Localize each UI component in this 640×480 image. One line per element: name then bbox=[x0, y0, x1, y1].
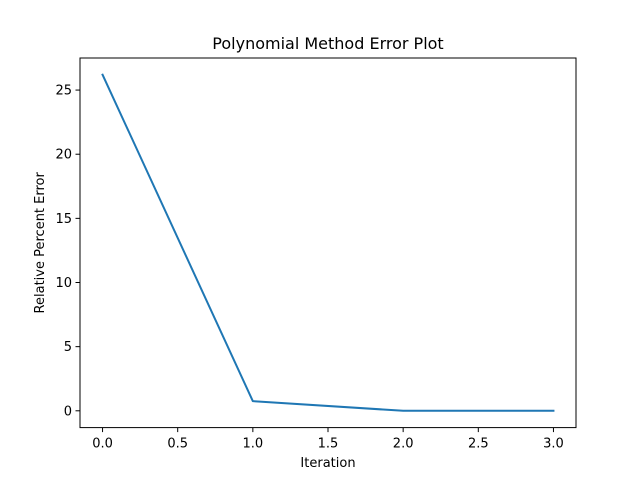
x-tick-label: 2.0 bbox=[393, 437, 414, 452]
y-tick-label: 25 bbox=[55, 84, 72, 99]
x-tick-label: 0.0 bbox=[92, 437, 113, 452]
y-tick-label: 0 bbox=[64, 404, 72, 419]
x-tick-label: 2.5 bbox=[468, 437, 489, 452]
y-tick-label: 5 bbox=[64, 340, 72, 355]
x-tick-label: 1.5 bbox=[318, 437, 339, 452]
chart-title: Polynomial Method Error Plot bbox=[212, 34, 443, 53]
y-tick-label: 10 bbox=[55, 276, 72, 291]
x-axis: 0.0 0.5 1.0 1.5 2.0 2.5 3.0 bbox=[92, 427, 564, 452]
x-axis-label: Iteration bbox=[300, 456, 355, 471]
y-tick-label: 15 bbox=[55, 212, 72, 227]
series-line bbox=[101, 73, 555, 412]
y-tick-label: 20 bbox=[55, 148, 72, 163]
y-axis-label: Relative Percent Error bbox=[33, 172, 48, 314]
series-layer bbox=[101, 73, 555, 412]
plot-background bbox=[80, 58, 576, 428]
x-tick-label: 3.0 bbox=[543, 437, 564, 452]
y-axis: 0 5 10 15 20 25 bbox=[55, 84, 80, 419]
x-tick-label: 1.0 bbox=[243, 437, 264, 452]
plot-area bbox=[79, 57, 577, 429]
x-tick-label: 0.5 bbox=[167, 437, 188, 452]
